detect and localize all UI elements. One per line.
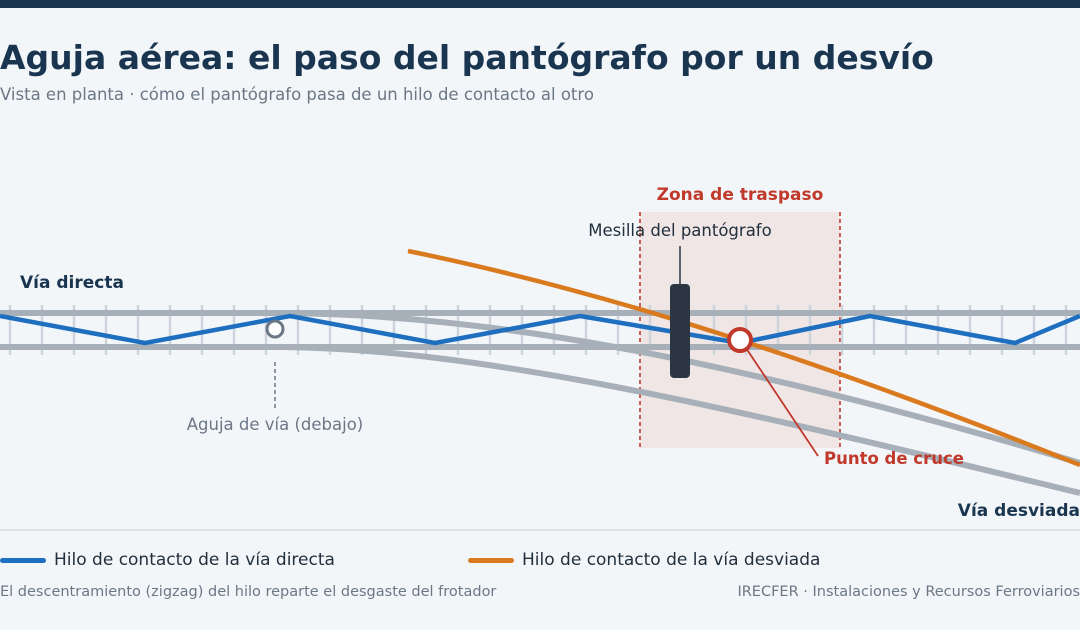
diverging-rail-lower	[279, 344, 1080, 496]
crossing-point-marker	[727, 327, 753, 353]
legend-item-direct: Hilo de contacto de la vía directa	[0, 549, 335, 571]
legend-label-direct: Hilo de contacto de la vía directa	[54, 550, 335, 570]
top-accent-bar	[0, 0, 1080, 8]
turnout-diagram: Zona de traspaso Mesilla del pantógrafo …	[0, 185, 1080, 521]
legend-divider	[0, 529, 1080, 531]
legend-swatch-direct	[0, 557, 46, 563]
diverging-track-label: Vía desviada	[958, 501, 1080, 521]
direct-track-label: Vía directa	[20, 273, 124, 293]
pantograph-pan	[670, 284, 690, 378]
legend-swatch-diverging	[468, 557, 514, 563]
page-subtitle: Vista en planta · cómo el pantógrafo pas…	[0, 85, 594, 104]
pantograph-label: Mesilla del pantógrafo	[588, 221, 771, 240]
page-title: Aguja aérea: el paso del pantógrafo por …	[0, 38, 934, 77]
track-switch-marker	[265, 319, 285, 339]
footer-credit: IRECFER · Instalaciones y Recursos Ferro…	[737, 584, 1080, 600]
transfer-zone-label: Zona de traspaso	[657, 185, 824, 205]
switch-label: Aguja de vía (debajo)	[187, 415, 364, 434]
direct-contact-wire	[0, 313, 1080, 346]
legend-item-diverging: Hilo de contacto de la vía desviada	[468, 549, 820, 571]
crossing-point-label: Punto de cruce	[824, 449, 964, 468]
footer-note: El descentramiento (zigzag) del hilo rep…	[0, 584, 497, 600]
crossing-leader-line	[745, 347, 819, 457]
diverging-rail-upper	[279, 310, 1080, 466]
legend-label-diverging: Hilo de contacto de la vía desviada	[522, 550, 821, 570]
diverging-contact-wire	[407, 248, 1080, 468]
